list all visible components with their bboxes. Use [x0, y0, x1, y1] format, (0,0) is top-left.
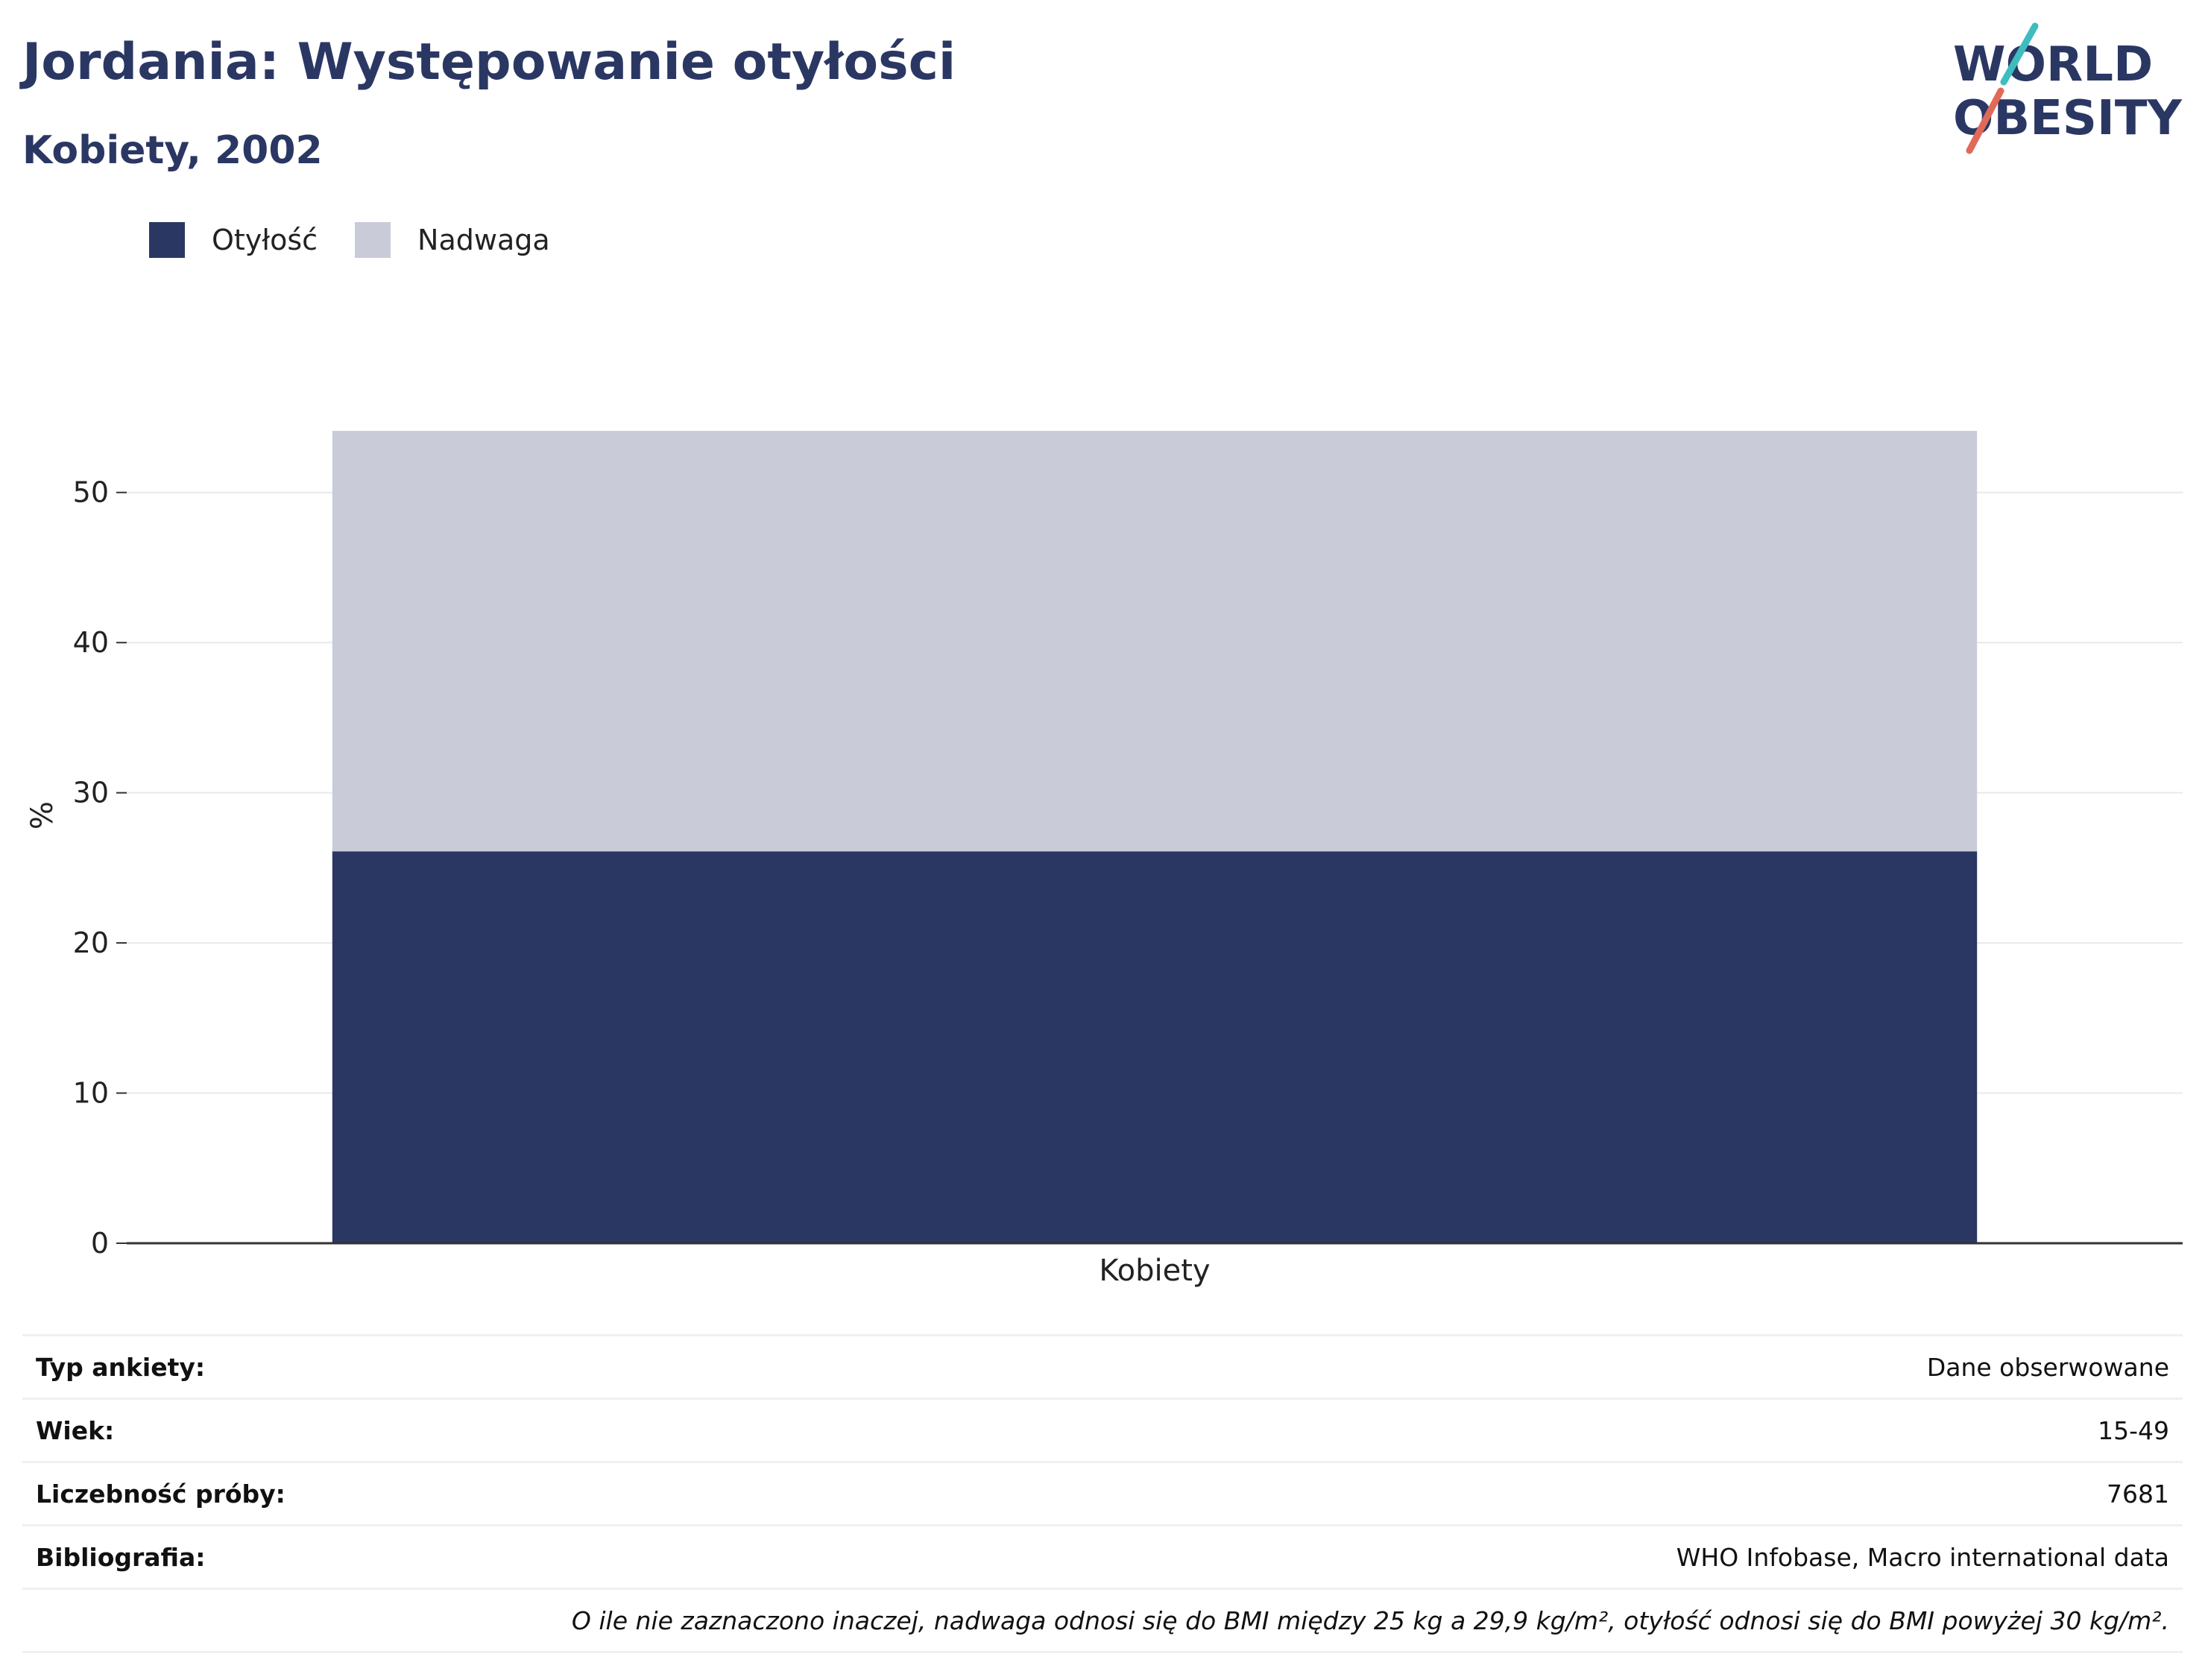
y-axis-label: % — [25, 801, 60, 830]
info-table: Typ ankiety: Dane obserwowane Wiek: 15-4… — [22, 1334, 2183, 1653]
bar-nadwaga — [332, 431, 1978, 852]
info-value: Dane obserwowane — [1926, 1352, 2169, 1382]
info-value: 15-49 — [2098, 1415, 2169, 1445]
y-tick-label: 40 — [73, 626, 109, 659]
footnote: O ile nie zaznaczono inaczej, nadwaga od… — [571, 1605, 2169, 1635]
info-label: Wiek: — [36, 1415, 115, 1445]
y-tick-label: 20 — [73, 926, 109, 959]
info-value: WHO Infobase, Macro international data — [1676, 1542, 2169, 1572]
legend-label-otylosc: Otyłość — [212, 224, 318, 256]
logo-accent-coral — [1966, 87, 2004, 154]
legend-item-nadwaga[interactable]: Nadwaga — [355, 222, 550, 258]
info-label: Typ ankiety: — [36, 1352, 206, 1382]
y-tick-label: 50 — [73, 476, 109, 509]
logo-line2: OBESITY — [1953, 91, 2182, 146]
footnote-row: O ile nie zaznaczono inaczej, nadwaga od… — [22, 1588, 2183, 1653]
info-value: 7681 — [2107, 1479, 2169, 1509]
legend-label-nadwaga: Nadwaga — [417, 224, 550, 256]
legend: Otyłość Nadwaga — [149, 222, 587, 258]
y-tick-label: 10 — [73, 1077, 109, 1110]
chart-subtitle: Kobiety, 2002 — [22, 128, 323, 173]
info-row: Wiek: 15-49 — [22, 1398, 2183, 1461]
y-tick-label: 0 — [91, 1227, 109, 1260]
chart-title: Jordania: Występowanie otyłości — [22, 33, 956, 92]
legend-swatch-nadwaga — [355, 222, 391, 258]
bar-oty-o- — [332, 851, 1978, 1243]
logo-line1: WORLD — [1953, 37, 2153, 92]
logo-accent-teal — [2000, 22, 2039, 86]
info-label: Bibliografia: — [36, 1542, 206, 1572]
legend-swatch-otylosc — [149, 222, 185, 258]
info-label: Liczebność próby: — [36, 1479, 286, 1509]
x-tick-label: Kobiety — [1099, 1254, 1210, 1288]
info-row: Liczebność próby: 7681 — [22, 1461, 2183, 1524]
y-tick-label: 30 — [73, 777, 109, 809]
legend-item-otylosc[interactable]: Otyłość — [149, 222, 318, 258]
info-row: Typ ankiety: Dane obserwowane — [22, 1334, 2183, 1398]
stacked-bar-chart: 0 10 20 30 40 50% Kobiety — [25, 431, 2183, 1288]
world-obesity-logo: WORLD OBESITY — [1953, 22, 2182, 154]
info-row: Bibliografia: WHO Infobase, Macro intern… — [22, 1524, 2183, 1588]
